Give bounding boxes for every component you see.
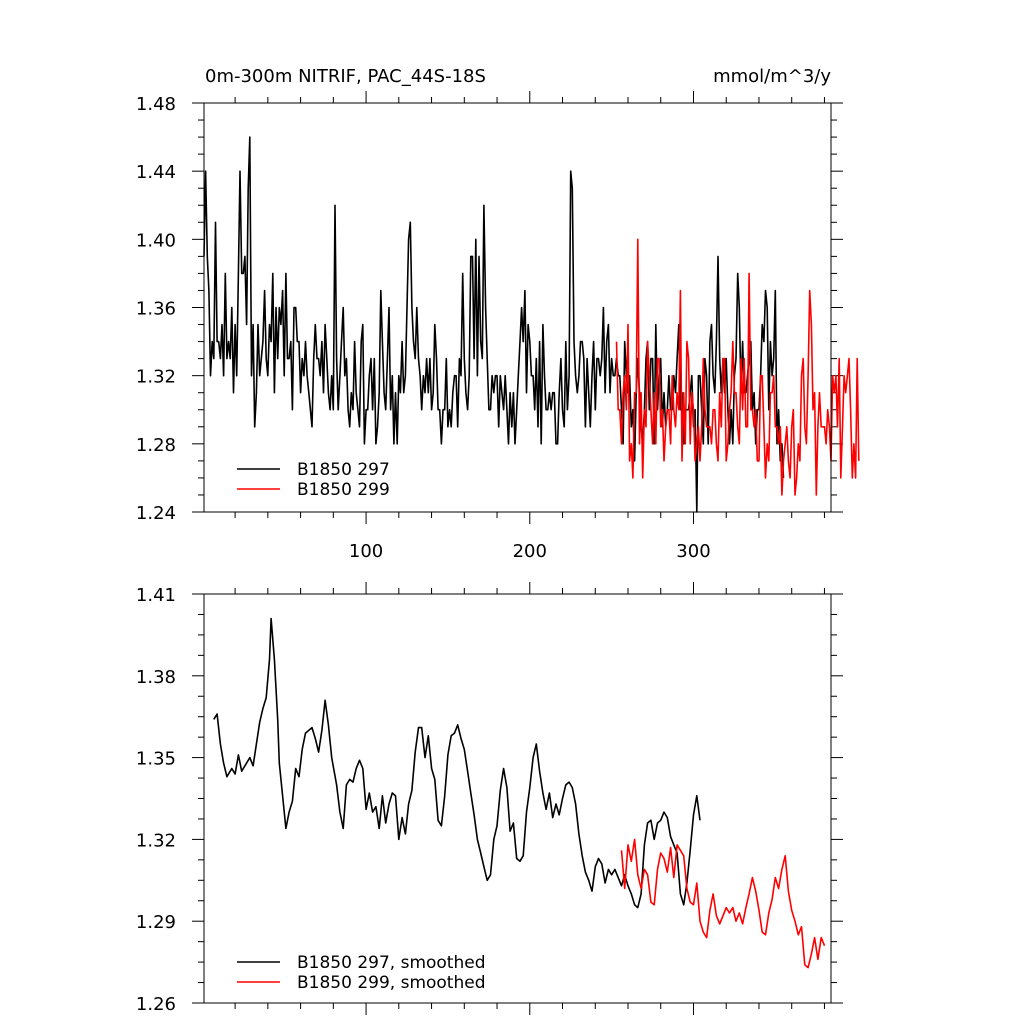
y-tick-label: 1.36 (136, 299, 176, 320)
series-line-299 (615, 238, 860, 496)
y-tick-label: 1.24 (136, 503, 176, 524)
y-tick-label: 1.48 (136, 94, 176, 115)
y-tick-label: 1.26 (136, 994, 176, 1015)
y-tick-label: 1.35 (136, 749, 176, 770)
bottom-panel: 1.26 1.29 1.32 1.35 1.38 1.41 B1850 297, smoo… (136, 582, 843, 1015)
y-tick-label: 1.32 (136, 367, 176, 388)
legend-label: B1850 297 (297, 460, 390, 480)
bottom-panel-tick-labels: 1.26 1.29 1.32 1.35 1.38 1.41 (136, 585, 176, 1015)
title-right: mmol/m^3/y (713, 66, 831, 87)
bottom-panel-frame (203, 593, 832, 1004)
bottom-panel-ticks (192, 582, 843, 1015)
y-tick-label: 1.44 (136, 162, 176, 183)
series-line-297 (213, 617, 701, 909)
title-left: 0m-300m NITRIF, PAC_44S-18S (205, 66, 486, 87)
series-line-299 (620, 838, 826, 969)
bottom-panel-series (213, 617, 826, 969)
top-panel-tick-labels: 1.24 1.28 1.32 1.36 1.40 1.44 1.48 100 200 300 (136, 94, 711, 562)
x-tick-label: 200 (513, 541, 547, 562)
legend-label: B1850 299, smoothed (297, 973, 486, 993)
top-panel-series (203, 136, 860, 513)
legend-label: B1850 297, smoothed (297, 953, 486, 973)
y-tick-label: 1.32 (136, 830, 176, 851)
y-tick-label: 1.40 (136, 230, 176, 251)
y-tick-label: 1.38 (136, 667, 176, 688)
top-panel: 0m-300m NITRIF, PAC_44S-18S mmol/m^3/y 1… (136, 66, 860, 562)
top-panel-frame (203, 102, 832, 513)
series-line-297 (203, 136, 785, 513)
x-tick-label: 300 (676, 541, 710, 562)
y-tick-label: 1.41 (136, 585, 176, 606)
legend-label: B1850 299 (297, 480, 390, 500)
y-tick-label: 1.28 (136, 435, 176, 456)
y-tick-label: 1.29 (136, 912, 176, 933)
top-panel-ticks (192, 91, 843, 524)
x-tick-label: 100 (349, 541, 383, 562)
